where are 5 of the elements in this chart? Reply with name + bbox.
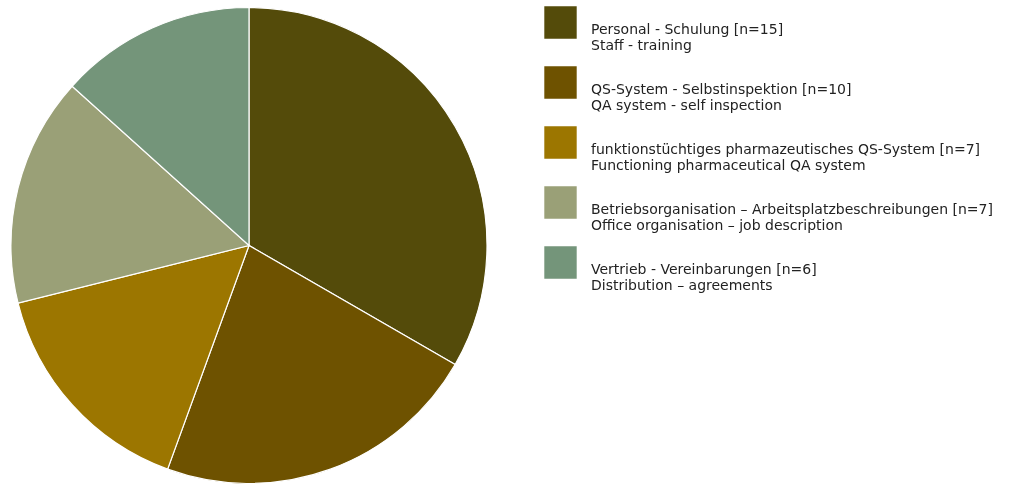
legend-label: Personal - Schulung [n=15] Staff - training [591,20,784,53]
legend-label: Betriebsorganisation – Arbeitsplatzbeschreibungen [n=7] Office organisation – job description [591,200,993,233]
legend-label: QS-System - Selbstinspektion [n=10] QA system - self inspection [591,80,852,113]
legend-label: funktionstüchtiges pharmazeutisches QS-System [n=7] Functioning pharmaceutical QA system [591,140,980,173]
legend-label: Vertrieb - Vereinbarungen [n=6] Distribution – agreements [591,260,817,293]
